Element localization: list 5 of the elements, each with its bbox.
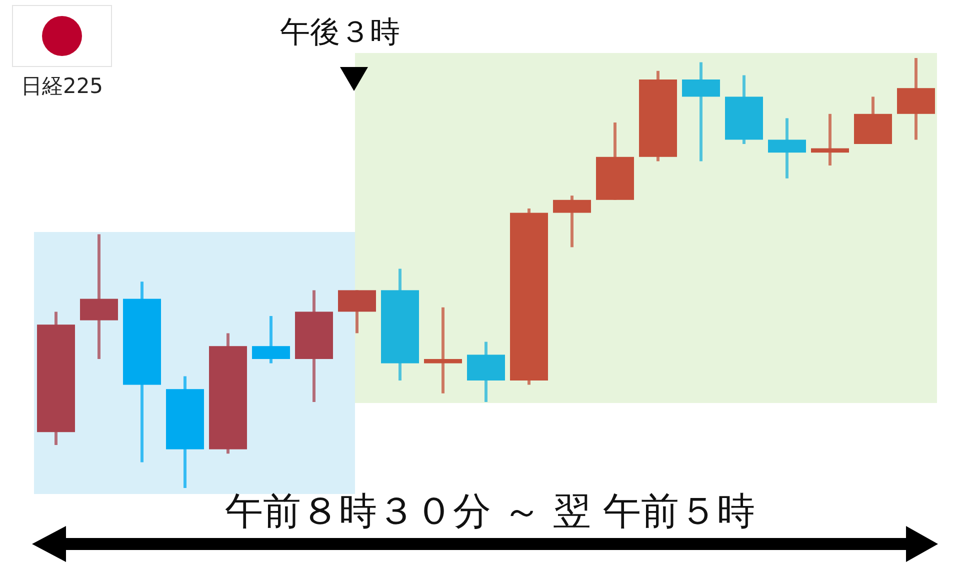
text: 午後３時 [279, 14, 401, 52]
text: 日経225 [20, 73, 104, 100]
text: 午前８時３０分 ～ 翌 午前５時 [224, 488, 756, 535]
candlestick [811, 114, 849, 166]
candlestick [424, 307, 462, 394]
